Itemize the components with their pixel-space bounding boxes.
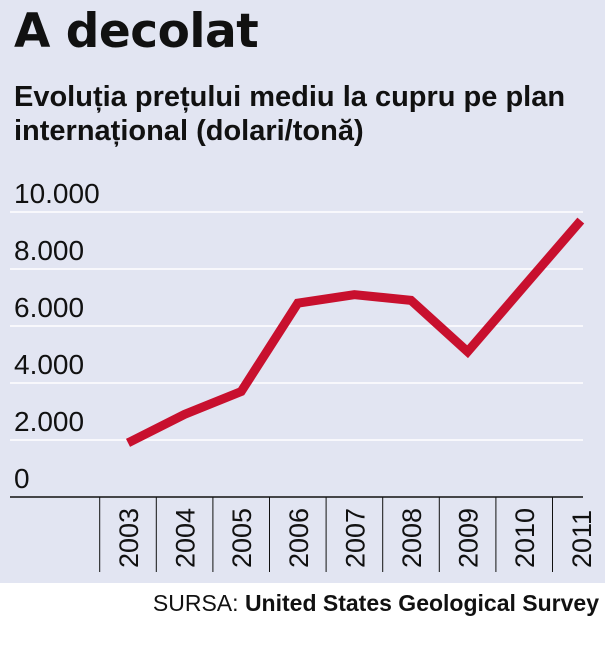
source-name: United States Geological Survey: [244, 590, 599, 616]
y-tick-label: 4.000: [14, 349, 84, 380]
y-tick-label: 8.000: [14, 235, 84, 266]
x-tick-label: 2009: [454, 508, 484, 568]
x-tick-label: 2003: [114, 508, 144, 568]
x-tick-label: 2006: [284, 508, 314, 568]
x-tick-label: 2011: [567, 510, 597, 568]
x-tick-label: 2008: [397, 508, 427, 568]
x-tick-label: 2004: [171, 508, 201, 568]
line-chart: 0 2.000 4.000 6.000 8.000 10.000 2003 2004 2005 2…: [10, 178, 597, 572]
x-tick-label: 2010: [510, 508, 540, 568]
source-credit: SURSA: United States Geological Survey: [153, 590, 599, 617]
y-tick-label: 2.000: [14, 406, 84, 437]
chart-panel: [0, 0, 605, 583]
source-label: SURSA:: [152, 590, 239, 616]
y-tick-label: 6.000: [14, 292, 84, 323]
x-tick-label: 2005: [227, 508, 257, 568]
y-tick-label: 0: [14, 463, 30, 494]
y-tick-label: 10.000: [14, 178, 100, 209]
chart-title: A decolat: [14, 4, 259, 59]
chart-subtitle: Evoluția prețului mediu la cupru pe plan…: [14, 81, 566, 147]
x-tick-label: 2007: [340, 508, 370, 568]
series-line: [125, 217, 585, 447]
